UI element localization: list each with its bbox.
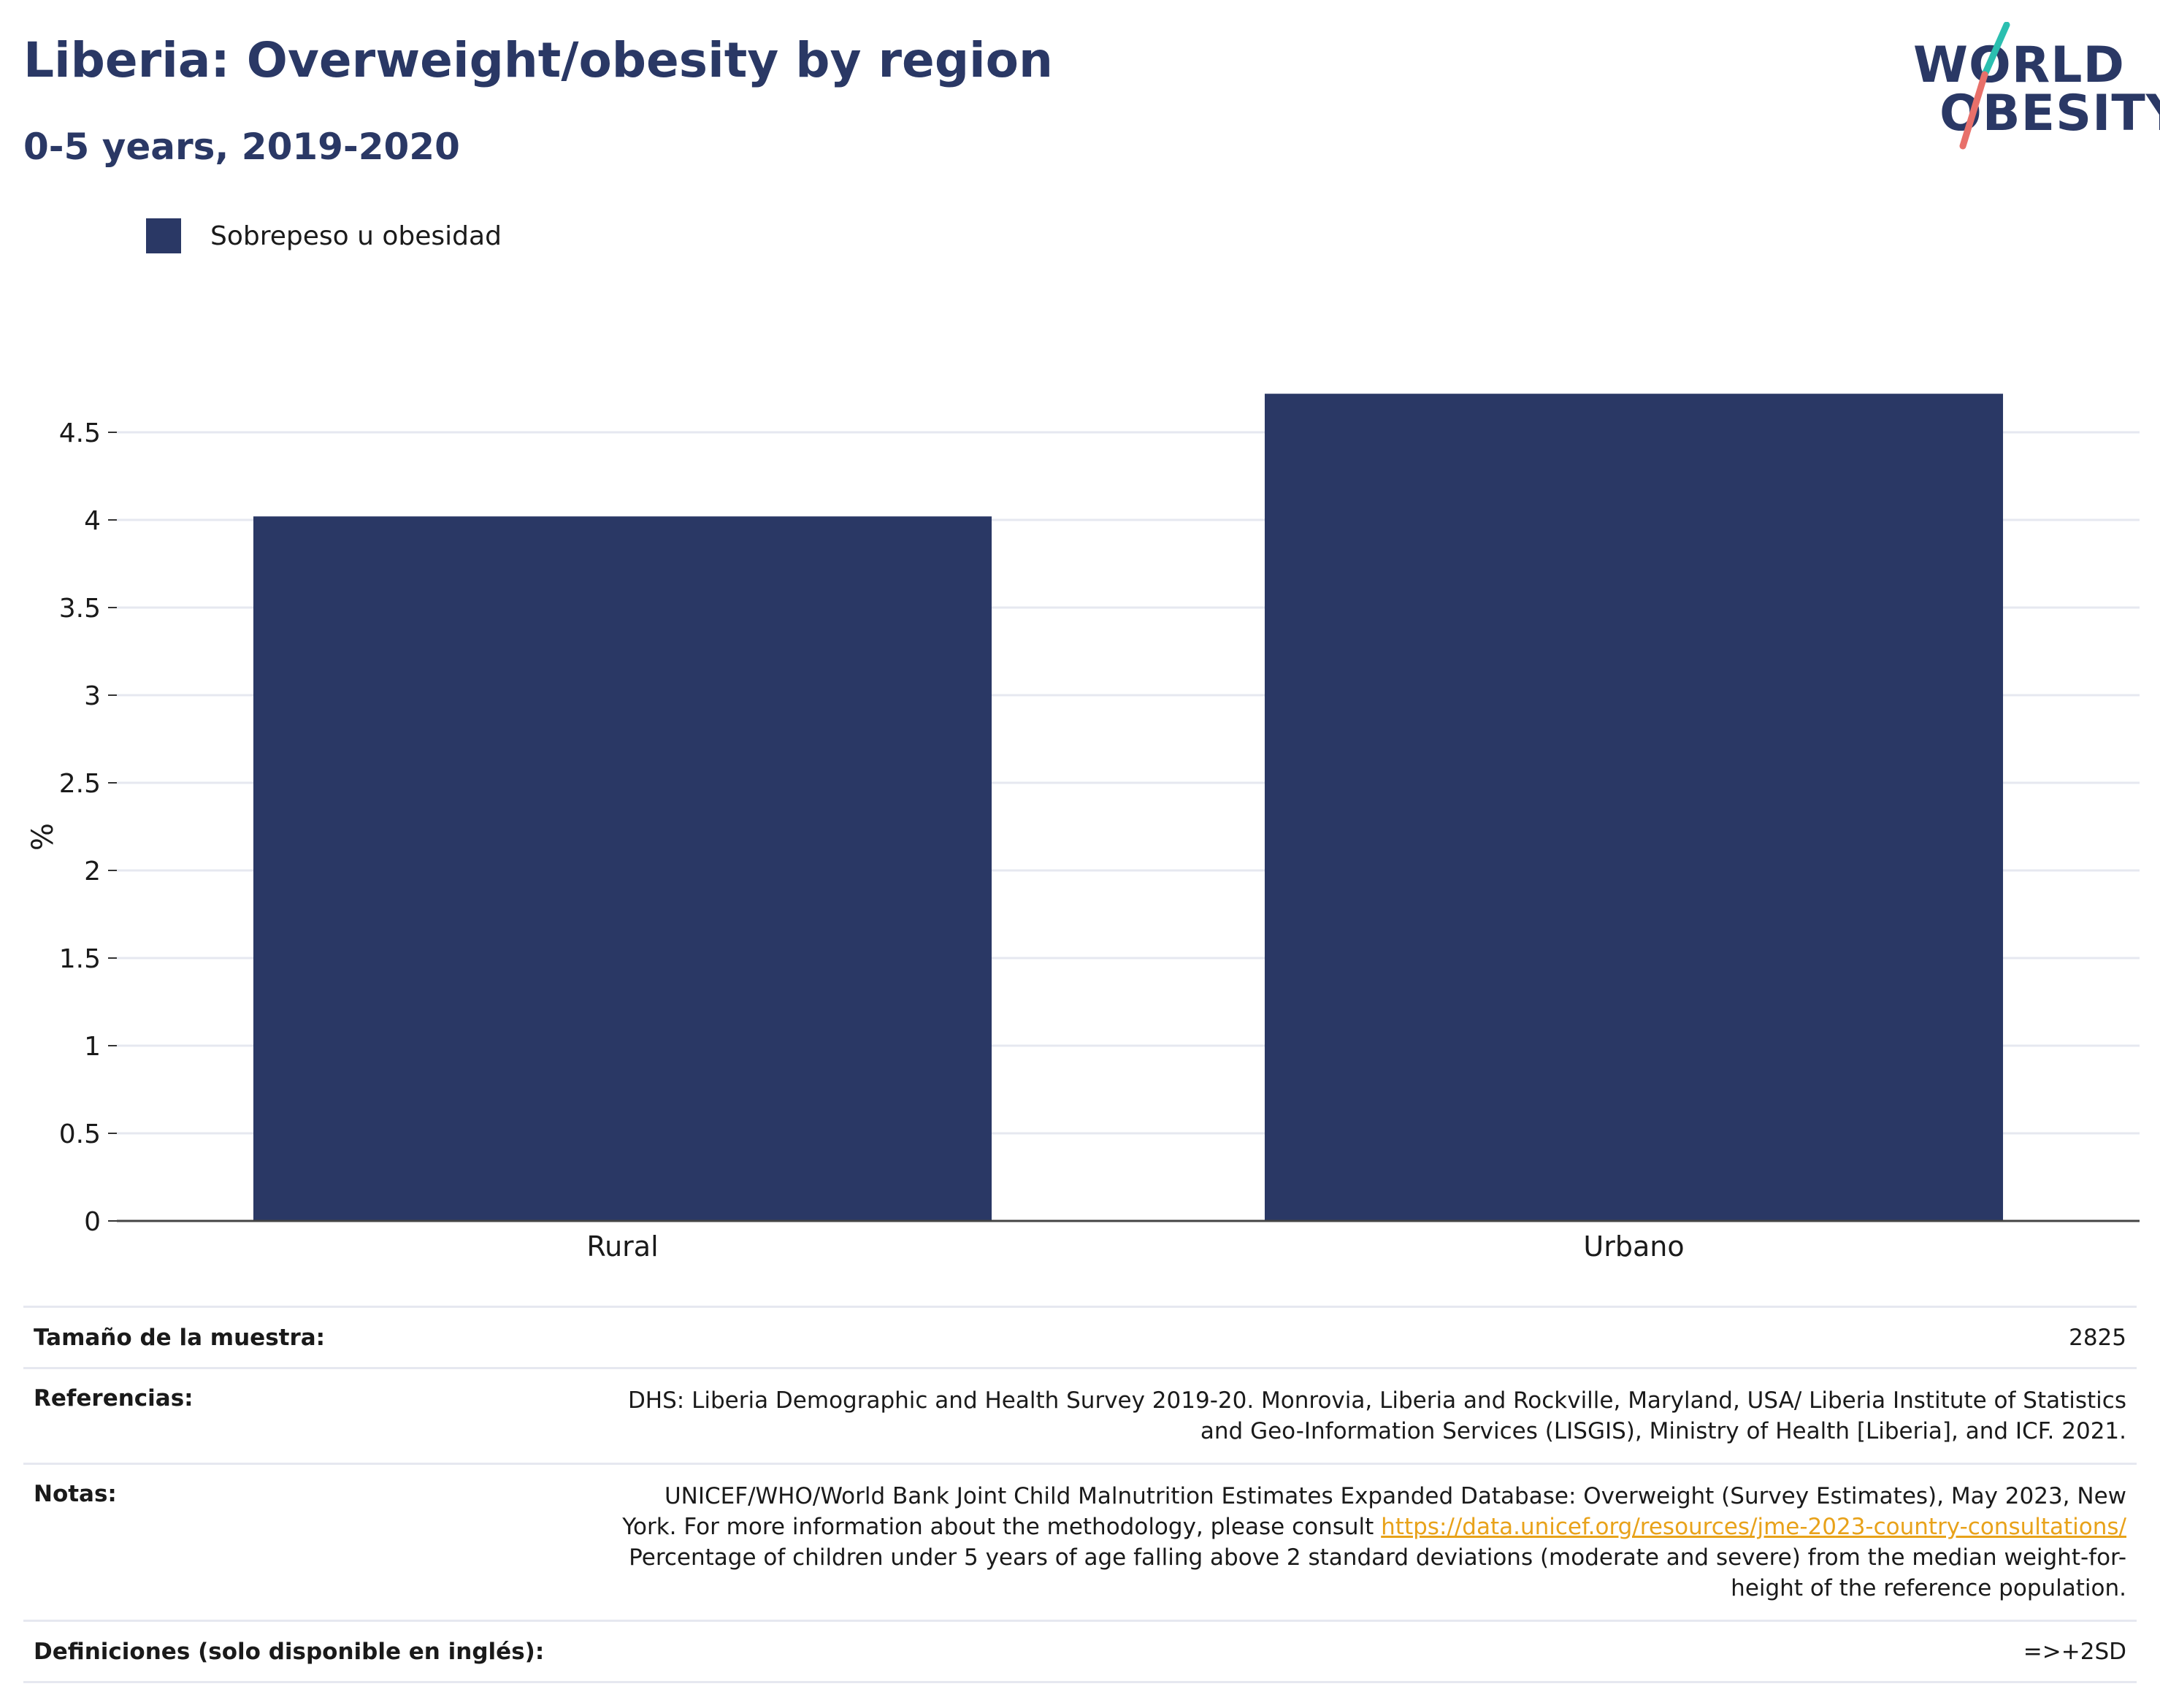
logo-slash-icon [1959,22,2010,150]
notes-line-4: height of the reference population. [1731,1575,2126,1601]
y-tick-label: 3 [84,681,101,711]
info-row-notes: Notas: UNICEF/WHO/World Bank Joint Child… [23,1465,2137,1622]
notes-line-1: UNICEF/WHO/World Bank Joint Child Malnut… [664,1483,2126,1509]
notes-label: Notas: [34,1481,117,1507]
notes-value: UNICEF/WHO/World Bank Joint Child Malnut… [622,1481,2126,1604]
notes-line-2-text: York. For more information about the met… [622,1514,1382,1540]
info-row-sample-size: Tamaño de la muestra: 2825 [23,1308,2137,1369]
chart-subtitle: 0-5 years, 2019-2020 [23,126,460,168]
info-row-references: Referencias: DHS: Liberia Demographic an… [23,1369,2137,1465]
y-tick-label: 0 [84,1207,101,1237]
chart-legend: Sobrepeso u obesidad [146,218,502,254]
definitions-label: Definiciones (solo disponible en inglés)… [34,1638,545,1665]
y-tick-label: 3.5 [59,594,101,624]
legend-swatch [146,218,181,253]
x-tick-label: Rural [586,1230,658,1263]
references-line-1: DHS: Liberia Demographic and Health Surv… [627,1387,2126,1414]
info-row-definitions: Definiciones (solo disponible en inglés)… [23,1622,2137,1683]
references-label: Referencias: [34,1385,194,1412]
logo-line-1: WORLD [1913,37,2125,94]
notes-link[interactable]: https://data.unicef.org/resources/jme-20… [1381,1514,2126,1540]
chart-title: Liberia: Overweight/obesity by region [23,32,1054,88]
y-tick-label: 1.5 [59,944,101,974]
legend-label: Sobrepeso u obesidad [210,221,502,251]
y-tick-label: 2 [84,857,101,886]
bar-chart: 0 0.5 1 1.5 2 2.5 3 3.5 4 4.5 Rural Urbano% [26,394,2140,1263]
sample-size-label: Tamaño de la muestra: [34,1324,326,1351]
sample-size-value: 2825 [2069,1324,2126,1351]
y-tick-label: 1 [84,1032,101,1062]
references-line-2: and Geo-Information Services (LISGIS), M… [1200,1418,2126,1444]
y-tick-label: 2.5 [59,769,101,799]
bar-urbano [1264,394,2004,1222]
y-tick-label: 4.5 [59,418,101,448]
y-tick-label: 4 [84,506,101,536]
world-obesity-logo: WORLD OBESITY [1899,22,2160,153]
notes-line-3: Percentage of children under 5 years of … [629,1544,2126,1571]
info-table: Tamaño de la muestra: 2825 Referencias: … [23,1306,2137,1683]
y-tick-label: 0.5 [59,1119,101,1149]
notes-line-2: York. For more information about the met… [622,1512,2126,1542]
y-axis-label: % [26,823,60,851]
x-tick-label: Urbano [1583,1230,1684,1263]
references-value: DHS: Liberia Demographic and Health Surv… [628,1385,2126,1447]
definitions-value: =>+2SD [2023,1638,2126,1665]
bar-rural [253,516,992,1221]
